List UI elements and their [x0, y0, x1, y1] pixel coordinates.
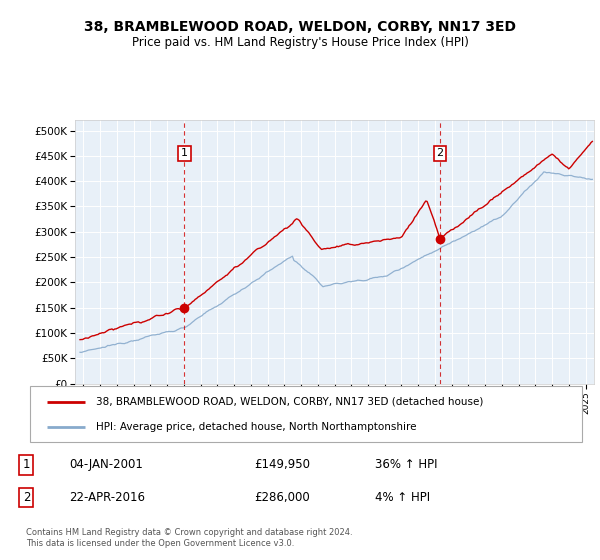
Text: £286,000: £286,000: [254, 491, 310, 504]
Text: 36% ↑ HPI: 36% ↑ HPI: [375, 458, 437, 471]
Text: Contains HM Land Registry data © Crown copyright and database right 2024.
This d: Contains HM Land Registry data © Crown c…: [26, 528, 353, 548]
Text: 1: 1: [181, 148, 188, 158]
Text: 22-APR-2016: 22-APR-2016: [70, 491, 146, 504]
FancyBboxPatch shape: [30, 386, 582, 442]
Text: 04-JAN-2001: 04-JAN-2001: [70, 458, 143, 471]
Text: 1: 1: [23, 458, 30, 471]
Text: £149,950: £149,950: [254, 458, 310, 471]
Text: 38, BRAMBLEWOOD ROAD, WELDON, CORBY, NN17 3ED: 38, BRAMBLEWOOD ROAD, WELDON, CORBY, NN1…: [84, 20, 516, 34]
Text: 4% ↑ HPI: 4% ↑ HPI: [375, 491, 430, 504]
Text: 2: 2: [23, 491, 30, 504]
Text: 2: 2: [437, 148, 444, 158]
Text: HPI: Average price, detached house, North Northamptonshire: HPI: Average price, detached house, Nort…: [96, 422, 417, 432]
Text: Price paid vs. HM Land Registry's House Price Index (HPI): Price paid vs. HM Land Registry's House …: [131, 36, 469, 49]
Text: 38, BRAMBLEWOOD ROAD, WELDON, CORBY, NN17 3ED (detached house): 38, BRAMBLEWOOD ROAD, WELDON, CORBY, NN1…: [96, 396, 484, 407]
